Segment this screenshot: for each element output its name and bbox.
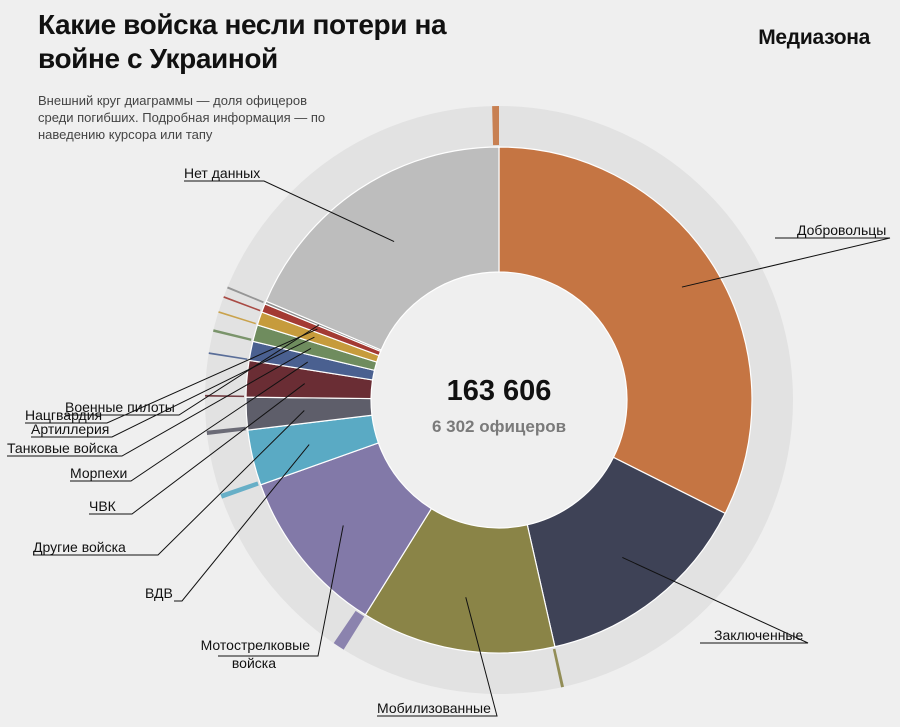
slice-nodata[interactable] — [265, 146, 500, 351]
leader-line-other — [33, 410, 305, 556]
label-rosgvardia[interactable]: Нацгвардия — [25, 407, 102, 423]
leader-line-motorized — [218, 525, 344, 657]
officer-arc-mobilized[interactable] — [552, 648, 564, 688]
officer-arc-vdv[interactable] — [220, 481, 259, 499]
slice-volunteers[interactable] — [498, 146, 753, 515]
leader-line-marines — [70, 361, 309, 482]
leader-line-artillery — [31, 336, 315, 438]
label-volunteers[interactable]: Добровольцы — [797, 222, 886, 238]
label-pilots[interactable]: Военные пилоты — [65, 399, 175, 415]
leader-line-prisoners — [622, 556, 809, 644]
officer-arc-tank[interactable] — [213, 329, 252, 341]
officer-arc-rosgvardia[interactable] — [223, 296, 261, 312]
label-other[interactable]: Другие войска — [33, 539, 126, 555]
leader-line-volunteers — [681, 237, 891, 288]
leader-line-pmc — [89, 383, 305, 515]
label-prisoners[interactable]: Заключенные — [714, 627, 803, 643]
officer-arc-artillery[interactable] — [218, 311, 256, 325]
leader-line-pilots — [65, 324, 320, 416]
officer-arc-pmc[interactable] — [205, 394, 245, 398]
label-vdv[interactable]: ВДВ — [145, 585, 173, 601]
label-pmc[interactable]: ЧВК — [89, 498, 117, 514]
leader-line-rosgvardia — [25, 328, 318, 424]
label-artillery[interactable]: Артиллерия — [31, 421, 109, 437]
officers-count: 6 302 офицеров — [432, 417, 566, 436]
officer-arc-marines[interactable] — [208, 352, 248, 361]
leader-line-nodata — [184, 180, 395, 243]
officer-arc-pilots[interactable] — [227, 286, 264, 304]
leader-line-vdv — [174, 444, 310, 602]
leader-line-tank — [7, 347, 312, 457]
leader-line-mobilized — [377, 597, 498, 717]
chart-subtitle: Внешний круг диаграммы — доля офицеров с… — [38, 93, 326, 142]
slice-prisoners[interactable] — [526, 456, 726, 648]
label-mobilized[interactable]: Мобилизованные — [377, 700, 491, 716]
label-tank[interactable]: Танковые войска — [7, 440, 118, 456]
officer-arc-motorized[interactable] — [333, 610, 365, 650]
officer-arc-other[interactable] — [206, 426, 246, 435]
officer-arc-nodata[interactable] — [492, 106, 499, 146]
label-nodata[interactable]: Нет данных — [184, 165, 260, 181]
chart-title: Какие войска несли потери на войне с Укр… — [38, 9, 447, 74]
label-motorized[interactable]: Мотострелковые войска — [201, 637, 311, 671]
total-count: 163 606 — [447, 375, 552, 407]
brand-logo[interactable]: Медиазона — [758, 26, 870, 49]
label-marines[interactable]: Морпехи — [70, 465, 127, 481]
